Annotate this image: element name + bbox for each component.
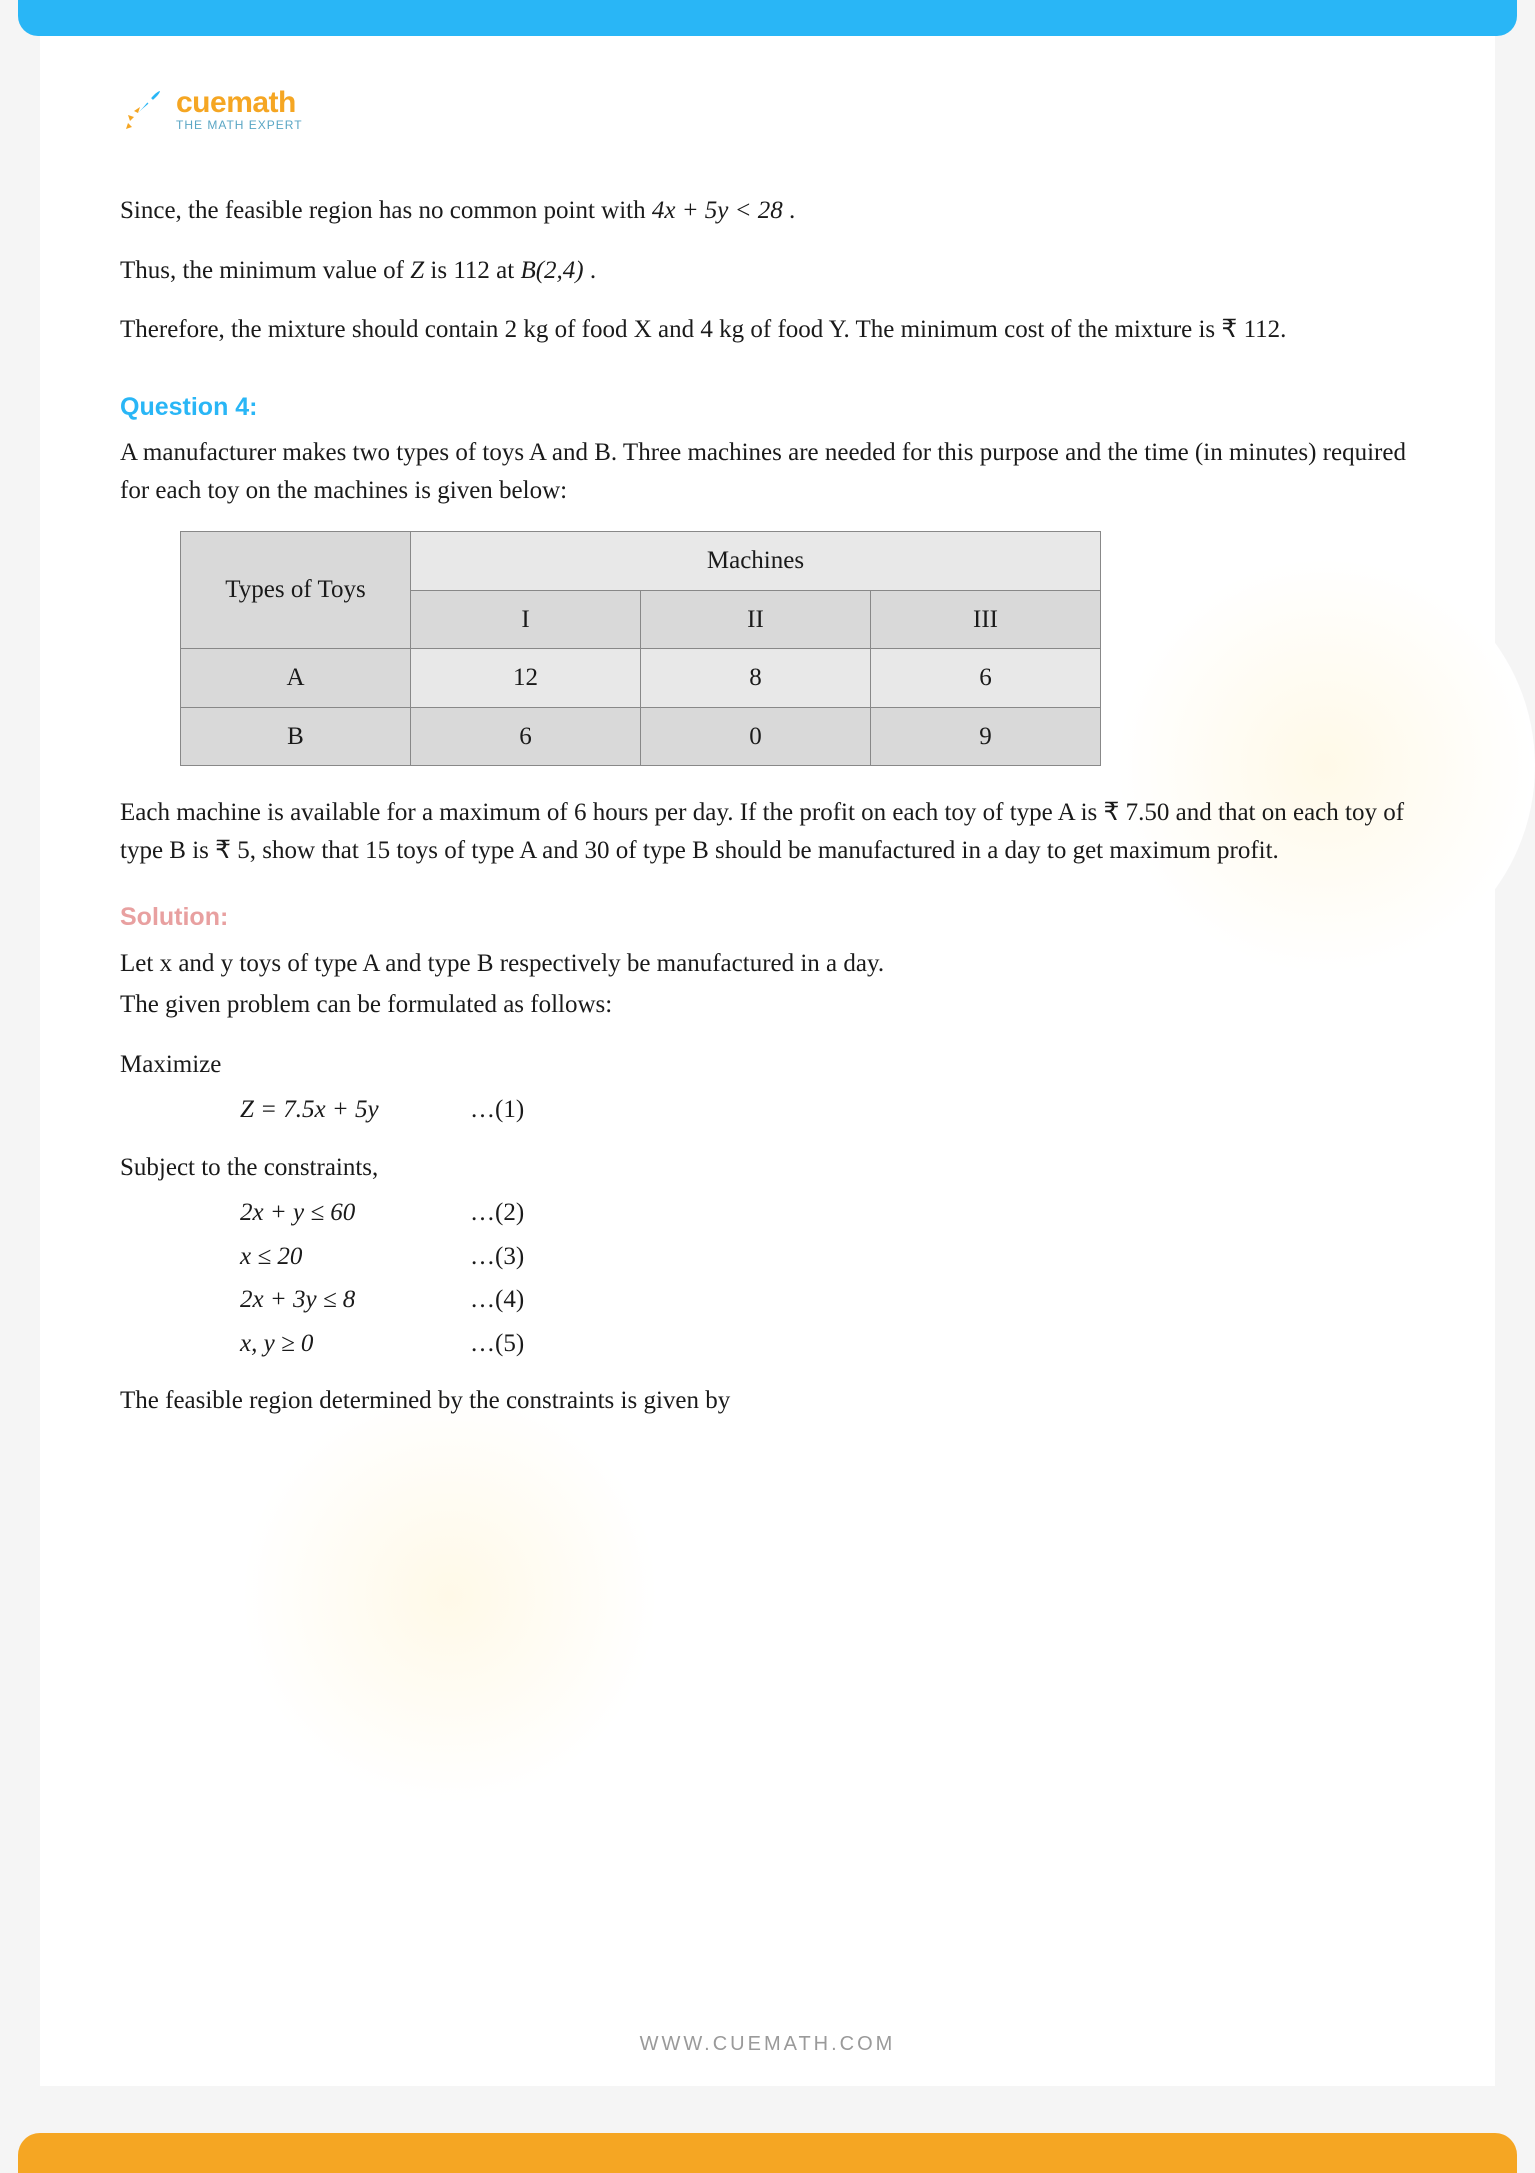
intro-line-1: Since, the feasible region has no common… [120, 192, 1415, 230]
math-var: Z [410, 257, 424, 284]
col-header: I [411, 590, 641, 649]
equation-number: …(4) [470, 1281, 524, 1319]
equation: 2x + 3y ≤ 8 [240, 1281, 440, 1319]
brand-name: cuemath [176, 86, 303, 120]
top-accent-bar [18, 0, 1517, 36]
bottom-accent-bar [18, 2133, 1517, 2173]
equation-row: x ≤ 20 …(3) [240, 1238, 1415, 1276]
solution-heading: Solution: [120, 899, 1415, 937]
cell: 12 [411, 649, 641, 708]
cell: 9 [871, 707, 1101, 766]
document-page: cuemath THE MATH EXPERT Since, the feasi… [40, 36, 1495, 2086]
brand-text: cuemath THE MATH EXPERT [176, 86, 303, 132]
equation-number: …(5) [470, 1325, 524, 1363]
equation-row: x, y ≥ 0 …(5) [240, 1325, 1415, 1363]
equation-row: Z = 7.5x + 5y …(1) [240, 1091, 1415, 1129]
rocket-icon [120, 87, 164, 131]
after-table-text: Each machine is available for a maximum … [120, 794, 1415, 869]
row-label: A [181, 649, 411, 708]
document-body: Since, the feasible region has no common… [120, 192, 1415, 1420]
cell: 6 [411, 707, 641, 766]
col-header: II [641, 590, 871, 649]
question-text: A manufacturer makes two types of toys A… [120, 434, 1415, 509]
bg-accent [240, 1386, 660, 1806]
equation: x ≤ 20 [240, 1238, 440, 1276]
equation-number: …(3) [470, 1238, 524, 1276]
objective-block: Z = 7.5x + 5y …(1) [240, 1091, 1415, 1129]
equation-number: …(1) [470, 1091, 524, 1129]
text: . [590, 257, 596, 284]
cell: 6 [871, 649, 1101, 708]
cell: 0 [641, 707, 871, 766]
intro-line-2: Thus, the minimum value of Z is 112 at B… [120, 252, 1415, 290]
text: Since, the feasible region has no common… [120, 197, 652, 224]
col-header: III [871, 590, 1101, 649]
closing-text: The feasible region determined by the co… [120, 1382, 1415, 1420]
table-row: A 12 8 6 [181, 649, 1101, 708]
table-row: B 6 0 9 [181, 707, 1101, 766]
text: is 112 at [430, 257, 520, 284]
solution-p2: The given problem can be formulated as f… [120, 986, 1415, 1024]
equation: 2x + y ≤ 60 [240, 1194, 440, 1232]
equation-row: 2x + y ≤ 60 …(2) [240, 1194, 1415, 1232]
equation: Z = 7.5x + 5y [240, 1091, 440, 1129]
maximize-label: Maximize [120, 1046, 1415, 1084]
math-expr: 4x + 5y < 28 [652, 197, 783, 224]
machines-table: Types of Toys Machines I II III A 12 8 6… [180, 531, 1101, 766]
solution-p1: Let x and y toys of type A and type B re… [120, 945, 1415, 983]
text: Thus, the minimum value of [120, 257, 410, 284]
constraints-block: 2x + y ≤ 60 …(2) x ≤ 20 …(3) 2x + 3y ≤ 8… [240, 1194, 1415, 1362]
page-footer: WWW.CUEMATH.COM [40, 2033, 1495, 2056]
equation-number: …(2) [470, 1194, 524, 1232]
brand-header: cuemath THE MATH EXPERT [120, 86, 1415, 132]
equation: x, y ≥ 0 [240, 1325, 440, 1363]
intro-conclusion: Therefore, the mixture should contain 2 … [120, 311, 1415, 349]
question-heading: Question 4: [120, 389, 1415, 427]
math-expr: B(2,4) [520, 257, 583, 284]
row-label: B [181, 707, 411, 766]
brand-tagline: THE MATH EXPERT [176, 118, 303, 132]
table-colgroup: Machines [411, 532, 1101, 591]
equation-row: 2x + 3y ≤ 8 …(4) [240, 1281, 1415, 1319]
text: . [789, 197, 795, 224]
cell: 8 [641, 649, 871, 708]
subject-label: Subject to the constraints, [120, 1149, 1415, 1187]
table-corner: Types of Toys [181, 532, 411, 649]
